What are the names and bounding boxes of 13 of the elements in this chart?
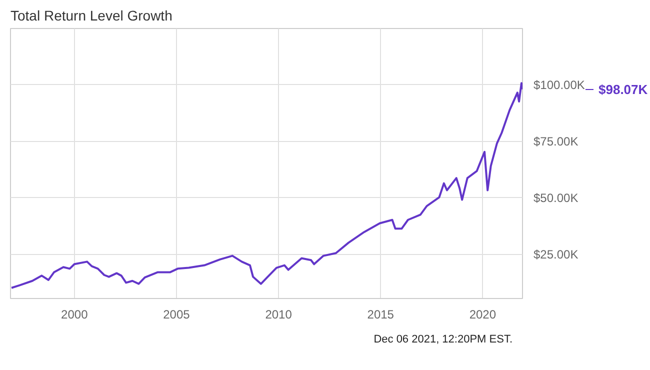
text: $98.07K — [598, 82, 648, 97]
y-tick-label: $75.00K — [534, 134, 578, 148]
x-tick-label: 2005 — [163, 308, 190, 322]
y-tick-label: $100.00K — [534, 78, 585, 92]
y-tick-label: $50.00K — [534, 190, 578, 205]
x-tick-label: 2015 — [367, 308, 394, 322]
chart-title: Total Return Level Growth — [10, 8, 172, 24]
x-tick-label: 2010 — [265, 308, 292, 322]
x-tick-label: 2000 — [61, 308, 88, 322]
text: Dec 06 2021, 12:20PM EST. — [374, 334, 513, 346]
x-tick-label: 2020 — [469, 308, 496, 322]
line-series — [10, 82, 522, 289]
y-tick-label: $25.00K — [534, 247, 578, 262]
